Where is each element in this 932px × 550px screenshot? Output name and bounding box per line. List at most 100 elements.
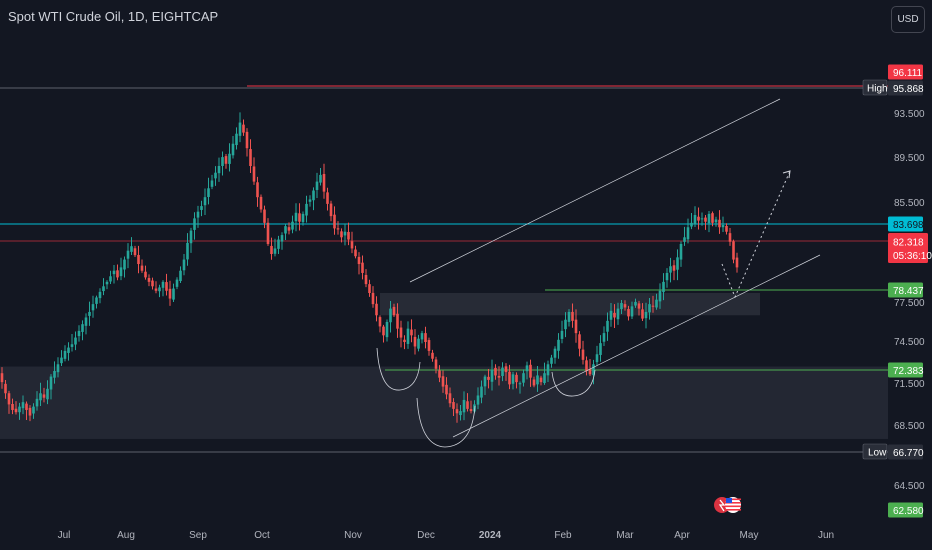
candle-body xyxy=(441,376,445,387)
candle-body xyxy=(42,394,46,398)
price-axis[interactable]: 93.500 89.500 85.500 77.500 74.500 71.500 68.5… xyxy=(862,64,932,518)
candle-body xyxy=(655,299,658,308)
time-tick-label: Aug xyxy=(117,530,135,541)
current-price-tag-bg xyxy=(888,233,928,263)
candle-body xyxy=(91,304,95,311)
candle-body xyxy=(263,209,266,223)
low-value-tag-bg xyxy=(888,444,923,460)
candle-body xyxy=(294,212,298,222)
candle-body xyxy=(518,383,522,385)
candle-body xyxy=(340,231,343,238)
candle-body xyxy=(364,274,368,285)
candle-body xyxy=(462,399,466,413)
candle-body xyxy=(504,366,508,373)
candle-body xyxy=(476,395,480,405)
candle-body xyxy=(497,375,501,378)
symbol-title: Spot WTI Crude Oil, 1D, EIGHTCAP xyxy=(8,9,219,24)
currency-button[interactable]: USD xyxy=(891,6,925,33)
candle-body xyxy=(396,313,399,329)
candle-body xyxy=(28,407,32,416)
time-tick-label: Oct xyxy=(254,530,270,541)
candle-body xyxy=(459,411,462,416)
candle-body xyxy=(595,354,599,363)
high-tag-bg xyxy=(862,79,888,96)
candle-body xyxy=(74,337,77,345)
candle-body xyxy=(665,272,669,281)
right-shoulder-arc xyxy=(551,369,596,397)
candle-body xyxy=(270,245,273,255)
candle-body xyxy=(438,370,441,378)
event-icons xyxy=(714,497,741,513)
time-tick-label: 2024 xyxy=(479,530,502,541)
candle-body xyxy=(599,343,602,355)
candle-body xyxy=(697,216,700,221)
candle-body xyxy=(326,192,329,204)
candle-body xyxy=(305,203,308,216)
candle-body xyxy=(84,317,88,326)
candle-body xyxy=(0,373,4,383)
price-tick-label: 93.500 xyxy=(894,109,925,120)
candle-body xyxy=(361,262,364,273)
low-tag-bg xyxy=(862,443,888,460)
candle-body xyxy=(413,336,417,347)
candle-body xyxy=(445,384,448,395)
candle-body xyxy=(158,287,161,292)
candle-body xyxy=(46,388,49,400)
candle-body xyxy=(483,376,487,387)
candle-body xyxy=(728,233,732,242)
candle-body xyxy=(238,122,242,136)
candle-body xyxy=(378,317,382,327)
time-axis[interactable]: Jul Aug Sep Oct Nov Dec 2024 Feb Mar Apr May Jun xyxy=(58,530,834,541)
projection-path xyxy=(721,170,791,299)
flag-stripe xyxy=(725,505,741,508)
candle-body xyxy=(172,288,175,300)
candle-body xyxy=(98,291,102,299)
candle-body xyxy=(557,339,560,351)
candle-body xyxy=(7,393,11,405)
candle-body xyxy=(228,153,231,164)
candle-body xyxy=(63,350,67,359)
candle-body xyxy=(532,379,536,386)
candle-body xyxy=(252,166,256,182)
candle-body xyxy=(494,367,497,376)
time-tick-label: Sep xyxy=(189,530,207,541)
candle-body xyxy=(245,131,249,149)
candle-body xyxy=(399,327,403,338)
candle-body xyxy=(648,304,651,313)
candle-body xyxy=(284,226,287,234)
candle-body xyxy=(480,386,483,398)
candle-body xyxy=(4,383,7,394)
lightning-icon xyxy=(718,499,726,512)
candle-body xyxy=(585,360,588,371)
candle-body xyxy=(455,409,459,414)
candle-body xyxy=(693,215,697,225)
candle-body xyxy=(630,306,634,317)
candle-body xyxy=(644,311,648,319)
bottom-price-tag-bg xyxy=(888,502,923,518)
candle-body xyxy=(140,265,144,271)
candle-body xyxy=(704,217,707,222)
candle-body xyxy=(109,276,112,282)
price-tick-label: 68.500 xyxy=(894,421,925,432)
time-tick-label: Mar xyxy=(616,530,634,541)
candle-body xyxy=(672,265,676,271)
candle-body xyxy=(280,235,284,242)
candle-body xyxy=(32,406,35,414)
channel-lower-line xyxy=(452,254,821,438)
candle-body xyxy=(259,196,263,210)
projection-arrowhead xyxy=(782,170,791,179)
candle-body xyxy=(431,352,434,359)
high-line-price-tag-bg xyxy=(888,64,923,80)
green-level-tag-1-bg xyxy=(888,282,923,298)
candle-body xyxy=(329,203,333,217)
candle-body xyxy=(347,231,350,240)
green-level-tag-2-bg xyxy=(888,362,923,378)
time-tick-label: May xyxy=(740,530,759,541)
price-tick-label: 64.500 xyxy=(894,481,925,492)
candle-body xyxy=(424,333,427,343)
candle-body xyxy=(161,281,165,288)
candle-body xyxy=(319,174,322,183)
candle-body xyxy=(287,227,291,231)
